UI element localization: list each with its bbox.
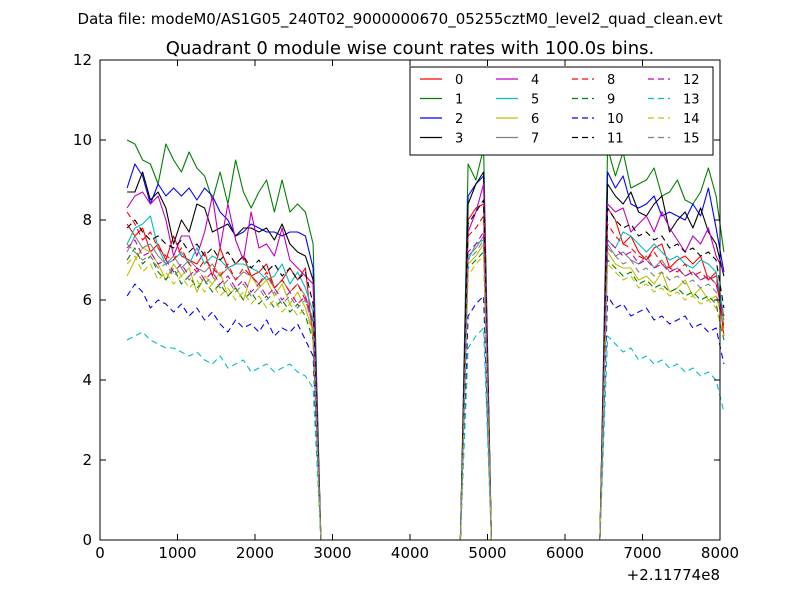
y-tick-label: 10: [73, 131, 92, 149]
legend-label-3: 3: [455, 132, 463, 147]
legend-label-9: 9: [607, 93, 615, 108]
y-tick-label: 2: [82, 451, 92, 469]
series-line-15: [126, 239, 725, 541]
legend-label-6: 6: [531, 112, 539, 127]
y-tick-label: 0: [82, 531, 92, 549]
chart-title: Quadrant 0 module wise count rates with …: [166, 38, 655, 59]
legend-label-13: 13: [683, 93, 700, 108]
legend-label-15: 15: [683, 132, 700, 147]
x-tick-label: 5000: [468, 544, 506, 562]
legend-label-10: 10: [607, 112, 624, 127]
legend-box: [409, 66, 714, 156]
x-offset-label: +2.11774e8: [627, 566, 720, 584]
x-tick-label: 1000: [158, 544, 196, 562]
legend-label-7: 7: [531, 132, 539, 147]
series-line-12: [126, 231, 725, 541]
x-tick-label: 8000: [701, 544, 739, 562]
axis-layer: 0 1000 2000 3000 4000 5000 6000 7000 80000246810…: [73, 51, 739, 562]
x-tick-label: 3000: [313, 544, 351, 562]
y-tick-label: 12: [73, 51, 92, 69]
x-tick-label: 6000: [546, 544, 584, 562]
legend-label-8: 8: [607, 73, 615, 88]
legend-label-4: 4: [531, 73, 539, 88]
y-tick-label: 8: [82, 211, 92, 229]
x-tick-label: 4000: [391, 544, 429, 562]
legend-label-11: 11: [607, 132, 624, 147]
x-tick-label: 7000: [623, 544, 661, 562]
legend-label-12: 12: [683, 73, 700, 88]
legend-label-14: 14: [683, 112, 700, 127]
y-tick-label: 4: [82, 371, 92, 389]
x-tick-label: 0: [95, 544, 105, 562]
legend-label-1: 1: [455, 93, 463, 108]
legend-label-0: 0: [455, 73, 463, 88]
data-file-title: Data file: modeM0/AS1G05_240T02_90000006…: [78, 10, 723, 29]
y-tick-label: 6: [82, 291, 92, 309]
axes-frame: [99, 59, 721, 541]
legend-label-5: 5: [531, 93, 539, 108]
legend-label-2: 2: [455, 112, 463, 127]
x-tick-label: 2000: [236, 544, 274, 562]
